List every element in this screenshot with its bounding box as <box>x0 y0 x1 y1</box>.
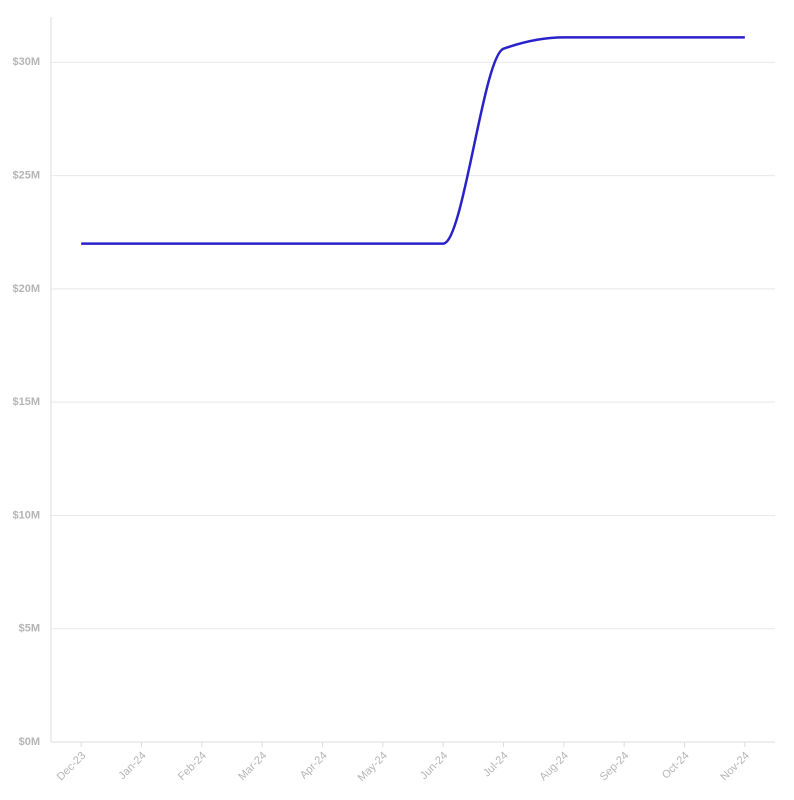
x-tick-label: Dec-23 <box>55 750 89 784</box>
y-tick-label: $25M <box>12 170 40 182</box>
x-tick-label: Oct-24 <box>660 750 692 782</box>
x-tick-label: Jan-24 <box>116 750 148 782</box>
x-tick-label: Jul-24 <box>481 750 511 780</box>
x-tick-label: Feb-24 <box>176 750 209 783</box>
x-tick-label: Apr-24 <box>298 750 330 782</box>
x-tick-label: Jun-24 <box>418 750 450 782</box>
y-tick-label: $5M <box>19 623 40 635</box>
y-tick-label: $15M <box>12 396 40 408</box>
x-tick-label: Aug-24 <box>537 750 571 784</box>
y-tick-label: $20M <box>12 283 40 295</box>
y-tick-label: $0M <box>19 736 40 748</box>
line <box>81 36 745 245</box>
y-tick-label: $10M <box>12 509 40 521</box>
x-tick-label: May-24 <box>356 750 390 784</box>
x-tick-label: Mar-24 <box>236 750 269 783</box>
x-tick-label: Sep-24 <box>598 750 632 784</box>
y-tick-label: $30M <box>12 56 40 68</box>
x-tick-label: Nov-24 <box>718 750 752 784</box>
